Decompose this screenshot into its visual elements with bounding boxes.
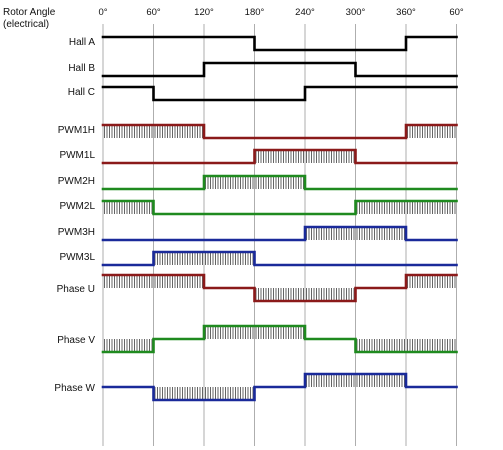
pwm-hatch-phase-u-0 <box>104 275 153 288</box>
signal-label-pwm1h: PWM1H <box>58 125 95 136</box>
signal-label-pwm3h: PWM3H <box>58 227 95 238</box>
angle-label-4: 240° <box>295 7 315 18</box>
pwm-hatch-phase-w-5 <box>356 374 405 387</box>
signal-rows: Hall A Hall B Hall C PWM1H PWM1L PWM2H PWM2L PW… <box>54 35 458 402</box>
signal-pwm3h: PWM3H <box>58 225 458 242</box>
angle-label-1: 60° <box>146 7 161 18</box>
angle-label-2: 120° <box>194 7 214 18</box>
signal-pwm2h: PWM2H <box>58 174 458 191</box>
pwm-hatch-phase-u-6 <box>407 275 456 288</box>
signal-hall-c: Hall C <box>68 85 458 102</box>
waveform-pwm1l <box>101 148 458 165</box>
signal-label-hall-c: Hall C <box>68 87 95 98</box>
pwm-hatch-pwm2l-6 <box>407 201 456 214</box>
rotor-angle-header-line2: (electrical) <box>3 19 49 30</box>
pwm-hatch-pwm3l-2 <box>205 252 254 265</box>
signal-pwm2l: PWM2L <box>59 199 458 216</box>
signal-phase-w: Phase W <box>54 372 458 402</box>
pwm-hatch-pwm1h-6 <box>407 125 456 138</box>
signal-phase-v: Phase V <box>57 324 458 354</box>
pwm-hatch-phase-v-5 <box>356 339 405 352</box>
pwm-hatch-phase-u-3 <box>255 288 304 301</box>
pwm-hatch-phase-v-0 <box>104 339 153 352</box>
pwm-hatch-phase-u-1 <box>154 275 203 288</box>
waveform-phase-w <box>101 372 458 402</box>
waveform-pwm1h <box>101 123 458 140</box>
pwm-hatch-pwm3l-1 <box>154 252 203 265</box>
angle-label-0: 0° <box>98 7 107 18</box>
pwm-hatch-phase-v-3 <box>255 326 304 339</box>
waveform-pwm3l <box>101 250 458 267</box>
signal-label-phase-v: Phase V <box>57 335 95 346</box>
pwm-hatch-pwm3h-5 <box>356 227 405 240</box>
pwm-hatch-pwm2l-5 <box>356 201 405 214</box>
waveform-phase-v <box>101 324 458 354</box>
pwm-hatch-phase-w-4 <box>306 374 355 387</box>
pwm-hatch-pwm2l-0 <box>104 201 153 214</box>
pwm-hatch-phase-w-1 <box>154 387 203 400</box>
waveform-pwm2l <box>101 199 458 216</box>
waveform-pwm2h <box>101 174 458 191</box>
signal-pwm1l: PWM1L <box>59 148 458 165</box>
signal-pwm1h: PWM1H <box>58 123 458 140</box>
pwm-hatch-pwm2h-2 <box>205 176 254 189</box>
pwm-hatch-phase-w-2 <box>205 387 254 400</box>
signal-label-hall-b: Hall B <box>68 63 95 74</box>
signal-hall-a: Hall A <box>69 35 458 52</box>
pwm-hatch-pwm1l-4 <box>306 150 355 163</box>
signal-label-pwm2l: PWM2L <box>59 201 95 212</box>
pwm-hatch-phase-v-6 <box>407 339 456 352</box>
waveform-hall-c <box>101 85 458 102</box>
signal-label-pwm1l: PWM1L <box>59 150 95 161</box>
angle-tick-labels: 0° 60° 120° 180° 240° 300° 360° 60° <box>98 7 463 18</box>
pwm-hatch-phase-u-4 <box>306 288 355 301</box>
angle-label-3: 180° <box>245 7 265 18</box>
pwm-hatch-pwm1l-3 <box>255 150 304 163</box>
pwm-hatch-pwm1h-0 <box>104 125 153 138</box>
pwm-hatch-pwm3h-4 <box>306 227 355 240</box>
pwm-hatch-phase-v-2 <box>205 326 254 339</box>
signal-hall-b: Hall B <box>68 61 458 78</box>
pwm-hatch-pwm1h-1 <box>154 125 203 138</box>
angle-label-7: 60° <box>449 7 464 18</box>
waveform-phase-u <box>101 273 458 303</box>
signal-phase-u: Phase U <box>57 273 458 303</box>
signal-label-hall-a: Hall A <box>69 37 95 48</box>
signal-label-phase-u: Phase U <box>57 284 95 295</box>
rotor-angle-header-line1: Rotor Angle <box>3 7 56 18</box>
signal-label-pwm2h: PWM2H <box>58 176 95 187</box>
signal-label-pwm3l: PWM3L <box>59 252 95 263</box>
angle-label-6: 360° <box>396 7 416 18</box>
signal-label-phase-w: Phase W <box>54 383 95 394</box>
angle-label-5: 300° <box>346 7 366 18</box>
waveform-hall-b <box>101 61 458 78</box>
signal-pwm3l: PWM3L <box>59 250 458 267</box>
pwm-hatch-pwm2h-3 <box>255 176 304 189</box>
waveform-hall-a <box>101 35 458 52</box>
waveform-pwm3h <box>101 225 458 242</box>
